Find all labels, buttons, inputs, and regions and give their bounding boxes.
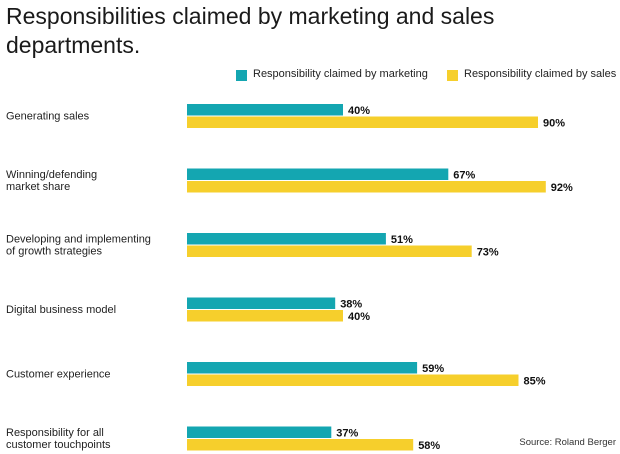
value-label-sales: 90% bbox=[543, 118, 565, 130]
value-label-sales: 73% bbox=[477, 247, 499, 259]
bar-marketing bbox=[187, 104, 343, 116]
category-label-line: market share bbox=[6, 181, 70, 193]
legend-label-marketing: Responsibility claimed by marketing bbox=[253, 68, 428, 80]
bar-marketing bbox=[187, 168, 449, 180]
category-label: Generating sales bbox=[6, 111, 90, 123]
category-label-line: Customer experience bbox=[6, 369, 111, 381]
category-label: Winning/defending market share bbox=[6, 169, 97, 193]
source-note: Source: Roland Berger bbox=[519, 437, 616, 448]
category-label-line: Winning/defending bbox=[6, 169, 97, 181]
value-label-sales: 58% bbox=[418, 440, 440, 452]
bar-sales bbox=[187, 439, 414, 451]
bar-marketing bbox=[187, 362, 418, 374]
bar-marketing bbox=[187, 233, 386, 245]
category-label-line: Developing and implementing bbox=[6, 234, 151, 246]
value-label-marketing: 67% bbox=[453, 170, 475, 182]
chart-title: Responsibilities claimed by marketing an… bbox=[6, 3, 495, 58]
legend-swatch-sales bbox=[447, 70, 458, 81]
category-label: Digital business model bbox=[6, 304, 116, 316]
category-label-line: customer touchpoints bbox=[6, 439, 111, 451]
category-label-line: Generating sales bbox=[6, 111, 90, 123]
bar-sales bbox=[187, 245, 472, 257]
value-label-marketing: 51% bbox=[391, 234, 413, 246]
category-label: Responsibility for all customer touchpoin… bbox=[6, 427, 111, 451]
bar-sales bbox=[187, 181, 546, 193]
category-label-line: of growth strategies bbox=[6, 246, 102, 258]
bar-marketing bbox=[187, 426, 332, 438]
bar-sales bbox=[187, 116, 538, 128]
legend-swatch-marketing bbox=[236, 70, 247, 81]
value-label-sales: 92% bbox=[551, 182, 573, 194]
bar-marketing bbox=[187, 297, 336, 309]
value-label-sales: 40% bbox=[348, 311, 370, 323]
bar-sales bbox=[187, 310, 343, 322]
legend-label-sales: Responsibility claimed by sales bbox=[464, 68, 617, 80]
category-label: Developing and implementing of growth str… bbox=[6, 234, 151, 258]
value-label-marketing: 37% bbox=[336, 428, 358, 440]
value-label-marketing: 38% bbox=[340, 299, 362, 311]
value-label-marketing: 59% bbox=[422, 363, 444, 375]
value-label-sales: 85% bbox=[524, 376, 546, 388]
category-label: Customer experience bbox=[6, 369, 111, 381]
value-label-marketing: 40% bbox=[348, 105, 370, 117]
bar-sales bbox=[187, 374, 519, 386]
legend: Responsibility claimed by marketing Resp… bbox=[0, 66, 620, 86]
category-label-line: Digital business model bbox=[6, 304, 116, 316]
category-label-line: Responsibility for all bbox=[6, 427, 104, 439]
